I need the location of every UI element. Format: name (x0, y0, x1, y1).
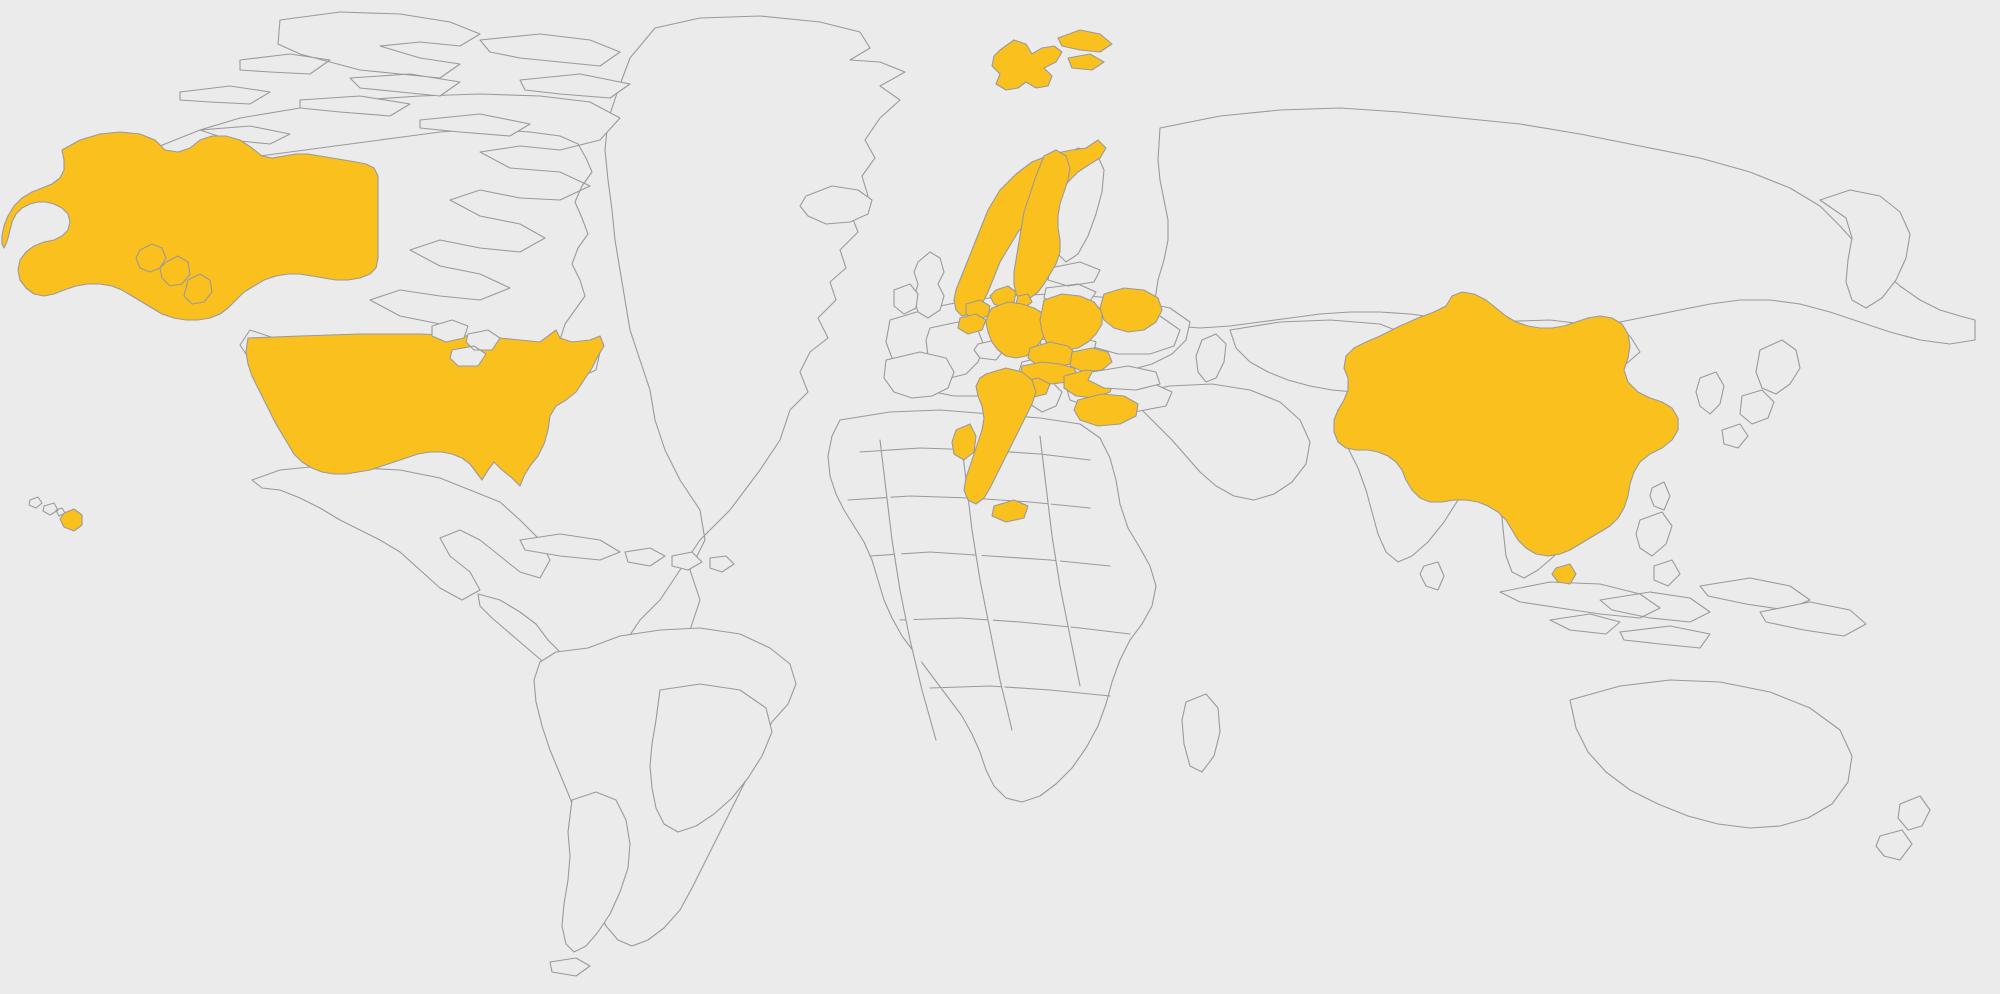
country-russia-far-east[interactable] (1820, 190, 1910, 308)
country-poland[interactable] (1040, 294, 1102, 350)
country-taiwan[interactable] (1650, 482, 1670, 510)
region-eurasia (800, 108, 1975, 860)
region-africa (828, 410, 1220, 802)
hawaii-minor-islands[interactable] (29, 497, 65, 516)
region-south-america (534, 628, 796, 976)
country-united-kingdom[interactable] (914, 252, 944, 318)
highlight-group-china (1334, 292, 1678, 584)
country-caribbean-islands[interactable] (520, 534, 734, 572)
country-iceland[interactable] (800, 186, 872, 224)
country-philippines[interactable] (1636, 512, 1680, 586)
country-united-states-contiguous[interactable] (246, 330, 604, 486)
africa-internal-borders-4[interactable] (900, 618, 1130, 634)
country-tierra-del-fuego[interactable] (550, 958, 590, 976)
country-china-hainan[interactable] (1552, 564, 1576, 584)
country-ireland[interactable] (894, 284, 918, 314)
africa-internal-borders-8[interactable] (1040, 436, 1080, 686)
country-italy-sicily[interactable] (992, 500, 1028, 522)
africa-internal-borders-5[interactable] (930, 686, 1110, 696)
africa-internal-borders-3[interactable] (870, 552, 1110, 566)
country-united-states-hawaii-big-island[interactable] (60, 509, 82, 531)
country-bulgaria[interactable] (1074, 394, 1138, 426)
country-korea[interactable] (1696, 372, 1724, 414)
country-sweden[interactable] (1014, 150, 1070, 300)
country-united-states-alaska[interactable] (2, 132, 378, 320)
country-norway-svalbard[interactable] (992, 30, 1112, 90)
country-papua-new-guinea[interactable] (1760, 602, 1866, 636)
black-sea[interactable] (1088, 366, 1160, 390)
country-italy-sardinia[interactable] (952, 424, 976, 460)
country-new-zealand[interactable] (1876, 796, 1930, 860)
country-japan[interactable] (1722, 340, 1800, 448)
country-italy[interactable] (964, 368, 1036, 504)
country-belarus[interactable] (1100, 288, 1162, 332)
country-brazil-outline[interactable] (650, 684, 772, 832)
africa-internal-borders-6[interactable] (880, 440, 936, 740)
country-africa-landmass[interactable] (828, 410, 1156, 802)
country-canada[interactable] (150, 94, 620, 392)
country-canada-arctic-islands[interactable] (180, 12, 630, 144)
highlight-group-europe (952, 30, 1162, 522)
country-argentina-chile-outline[interactable] (562, 792, 630, 952)
country-iberia[interactable] (884, 352, 954, 398)
country-madagascar[interactable] (1182, 694, 1220, 772)
country-china[interactable] (1334, 292, 1678, 556)
caspian-sea[interactable] (1196, 334, 1226, 382)
country-sri-lanka[interactable] (1420, 562, 1444, 590)
base-detail-overlay (432, 320, 1226, 390)
country-belgium[interactable] (958, 314, 986, 334)
country-middle-east[interactable] (1126, 384, 1310, 500)
great-lakes[interactable] (432, 320, 500, 366)
country-australia[interactable] (1570, 680, 1852, 828)
country-mexico[interactable] (252, 466, 550, 600)
highlight-group-united-states (2, 132, 604, 531)
